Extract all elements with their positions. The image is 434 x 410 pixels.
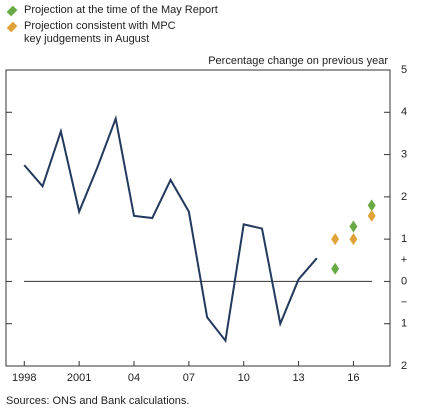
y-tick-label: 2 — [401, 191, 407, 203]
negative-sign: − — [401, 296, 407, 308]
y-tick-label: 1 — [401, 318, 407, 330]
y-tick-label: 5 — [401, 64, 407, 76]
x-tick-label: 2001 — [67, 372, 91, 384]
legend-item: Projection consistent with MPC key judge… — [6, 20, 246, 46]
data-line — [23, 114, 318, 344]
x-tick-label: 16 — [347, 372, 359, 384]
plot-frame — [5, 69, 391, 367]
x-tick-label: 04 — [128, 372, 140, 384]
x-tick-label: 10 — [238, 372, 250, 384]
legend-swatch — [6, 5, 18, 17]
legend-label: Projection at the time of the May Report — [24, 4, 218, 16]
legend-item: Projection at the time of the May Report — [6, 4, 246, 17]
projection-marker — [349, 233, 358, 246]
y-tick-label: 2 — [401, 360, 407, 372]
source: Sources: ONS and Bank calculations. — [6, 395, 189, 407]
legend: Projection at the time of the May Report… — [6, 4, 246, 49]
y-tick-label: 1 — [401, 233, 407, 245]
y-tick-label: 4 — [401, 106, 407, 118]
legend-swatch — [6, 21, 18, 33]
positive-sign: + — [401, 254, 407, 266]
y-axis-label: Percentage change on previous year — [208, 55, 388, 67]
projection-marker — [331, 233, 340, 246]
legend-label: Projection consistent with MPC key judge… — [24, 20, 176, 45]
projection-marker — [367, 209, 376, 222]
y-tick-label: 0 — [401, 275, 407, 287]
projection-marker — [349, 220, 358, 233]
projection-marker — [367, 199, 376, 212]
x-tick-label: 13 — [292, 372, 304, 384]
x-tick-label: 1998 — [12, 372, 36, 384]
projection-marker — [331, 262, 340, 275]
x-tick-label: 07 — [183, 372, 195, 384]
y-tick-label: 3 — [401, 148, 407, 160]
